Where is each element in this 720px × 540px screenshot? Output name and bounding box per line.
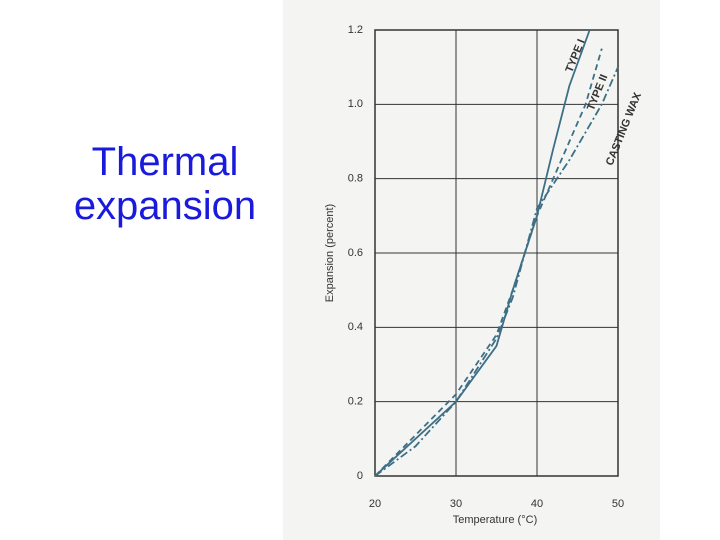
x-tick-label: 20 [369,498,381,510]
x-tick-label: 50 [612,498,624,510]
x-tick-label: 40 [531,498,543,510]
y-tick-label: 0.2 [348,396,363,408]
y-tick-label: 1.0 [348,98,363,110]
y-tick-label: 0 [357,470,363,482]
y-tick-label: 0.6 [348,247,363,259]
chart-background [283,0,660,540]
slide-title: Thermal expansion [73,140,257,228]
series-line [374,66,619,477]
x-axis-label: Temperature (°C) [453,514,537,526]
y-tick-label: 0.8 [348,173,363,185]
x-tick-label: 30 [450,498,462,510]
y-tick-label: 0.4 [348,321,363,333]
y-axis-label: Expansion (percent) [324,204,336,302]
y-tick-label: 1.2 [348,24,363,36]
series-line [374,48,603,477]
